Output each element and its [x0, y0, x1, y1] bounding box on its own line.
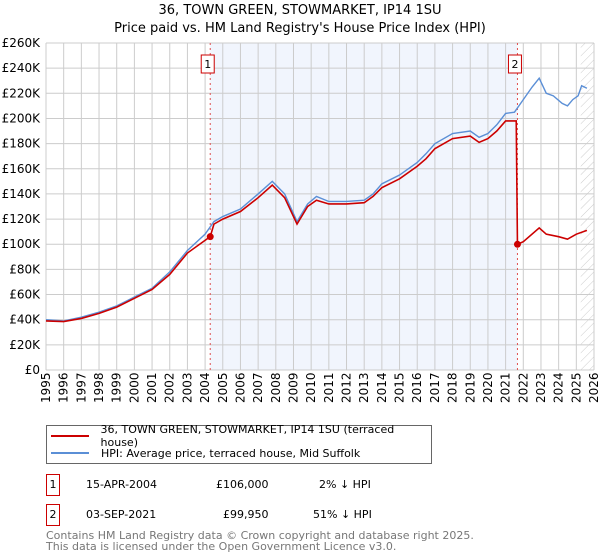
y-tick-label: £100K: [2, 237, 42, 251]
y-tick-label: £20K: [9, 338, 41, 352]
x-tick-label: 2000: [127, 372, 141, 403]
y-tick-label: £180K: [2, 137, 42, 151]
x-tick-label: 1999: [110, 372, 124, 403]
x-tick-label: 2020: [481, 372, 495, 403]
x-tick-label: 2008: [269, 372, 283, 403]
sale-point: [513, 240, 521, 248]
x-tick-label: 2023: [534, 372, 548, 403]
x-tick-label: 2002: [163, 372, 177, 403]
x-tick-label: 1997: [74, 372, 88, 403]
x-tick-label: 2024: [552, 372, 566, 403]
x-tick-label: 2014: [375, 372, 389, 403]
y-tick-label: £200K: [2, 111, 42, 125]
sale-box: [200, 54, 215, 74]
x-tick-label: 2006: [233, 372, 247, 403]
chart-subtitle: Price paid vs. HM Land Registry's House …: [114, 21, 486, 36]
plot-area: 1995 1996 1997 1998 1999 2000 2001 2002 2003 2004…: [2, 36, 600, 403]
hpi-line: [45, 76, 588, 322]
x-tick-label: 2021: [499, 372, 513, 403]
x-tick-label: 2025: [569, 372, 583, 403]
x-tick-label: 2007: [251, 372, 265, 403]
x-tick-label: 2012: [340, 372, 354, 403]
x-tick-label: 2011: [322, 372, 336, 403]
x-tick-label: 2022: [516, 372, 530, 403]
x-tick-label: 2018: [446, 372, 460, 403]
x-tick-label: 2017: [428, 372, 442, 403]
legend-label: 36, TOWN GREEN, STOWMARKET, IP14 1SU (te…: [100, 423, 395, 449]
y-tick-label: £140K: [2, 187, 42, 201]
footer-line: This data is licensed under the Open Gov…: [46, 540, 397, 553]
legend-item-property: 36, TOWN GREEN, STOWMARKET, IP14 1SU (te…: [51, 423, 431, 449]
footer-line: Contains HM Land Registry data © Crown c…: [46, 529, 474, 542]
sale-row: 2 03-SEP-2021 £99,950 51% ↓ HPI: [46, 504, 446, 526]
y-tick-label: £240K: [2, 61, 42, 75]
sale-price: £106,000: [216, 478, 269, 491]
sale-marker: 2: [46, 504, 60, 526]
sale-date: 03-SEP-2021: [86, 508, 157, 521]
x-tick-label: 1996: [57, 372, 71, 403]
y-tick-label: £40K: [9, 313, 41, 327]
sale-point: [206, 233, 214, 241]
y-tick-label: £60K: [9, 288, 41, 302]
x-tick-label: 1995: [39, 372, 53, 403]
x-tick-label: 2003: [180, 372, 194, 403]
x-tick-label: 2005: [216, 372, 230, 403]
x-tick-label: 1998: [92, 372, 106, 403]
y-tick-label: £120K: [2, 212, 42, 226]
sale-hpi: 2% ↓ HPI: [319, 478, 371, 491]
x-tick-label: 2016: [410, 372, 424, 403]
sale-marker: 1: [46, 474, 60, 496]
sale-price: £99,950: [223, 508, 269, 521]
sale-box: [507, 54, 522, 74]
x-tick-label: 2019: [463, 372, 477, 403]
footer: Contains HM Land Registry data © Crown c…: [46, 530, 474, 552]
sale-row: 1 15-APR-2004 £106,000 2% ↓ HPI: [46, 474, 446, 496]
y-tick-label: £0: [25, 363, 40, 377]
y-tick-label: £80K: [9, 262, 41, 276]
sale-box-label: 2: [511, 58, 518, 71]
y-tick-label: £260K: [2, 36, 42, 50]
x-tick-label: 2010: [304, 372, 318, 403]
legend-label: HPI: Average price, terraced house, Mid …: [101, 446, 361, 460]
x-tick-label: 2009: [286, 372, 300, 403]
sale-date: 15-APR-2004: [86, 478, 158, 491]
y-tick-label: £160K: [2, 162, 42, 176]
x-tick-label: 2026: [587, 372, 600, 403]
chart-title: 36, TOWN GREEN, STOWMARKET, IP14 1SU: [158, 3, 442, 18]
x-tick-label: 2015: [393, 372, 407, 403]
legend-item-hpi: HPI: Average price, terraced house, Mid …: [51, 445, 360, 461]
y-tick-label: £220K: [2, 86, 42, 100]
legend: 36, TOWN GREEN, STOWMARKET, IP14 1SU (te…: [46, 423, 432, 464]
sale-box-label: 1: [204, 58, 211, 71]
forecast-hatch: [580, 43, 594, 370]
x-tick-label: 2004: [198, 372, 212, 403]
x-tick-label: 2001: [145, 372, 159, 403]
x-tick-label: 2013: [357, 372, 371, 403]
sale-hpi: 51% ↓ HPI: [313, 508, 372, 521]
